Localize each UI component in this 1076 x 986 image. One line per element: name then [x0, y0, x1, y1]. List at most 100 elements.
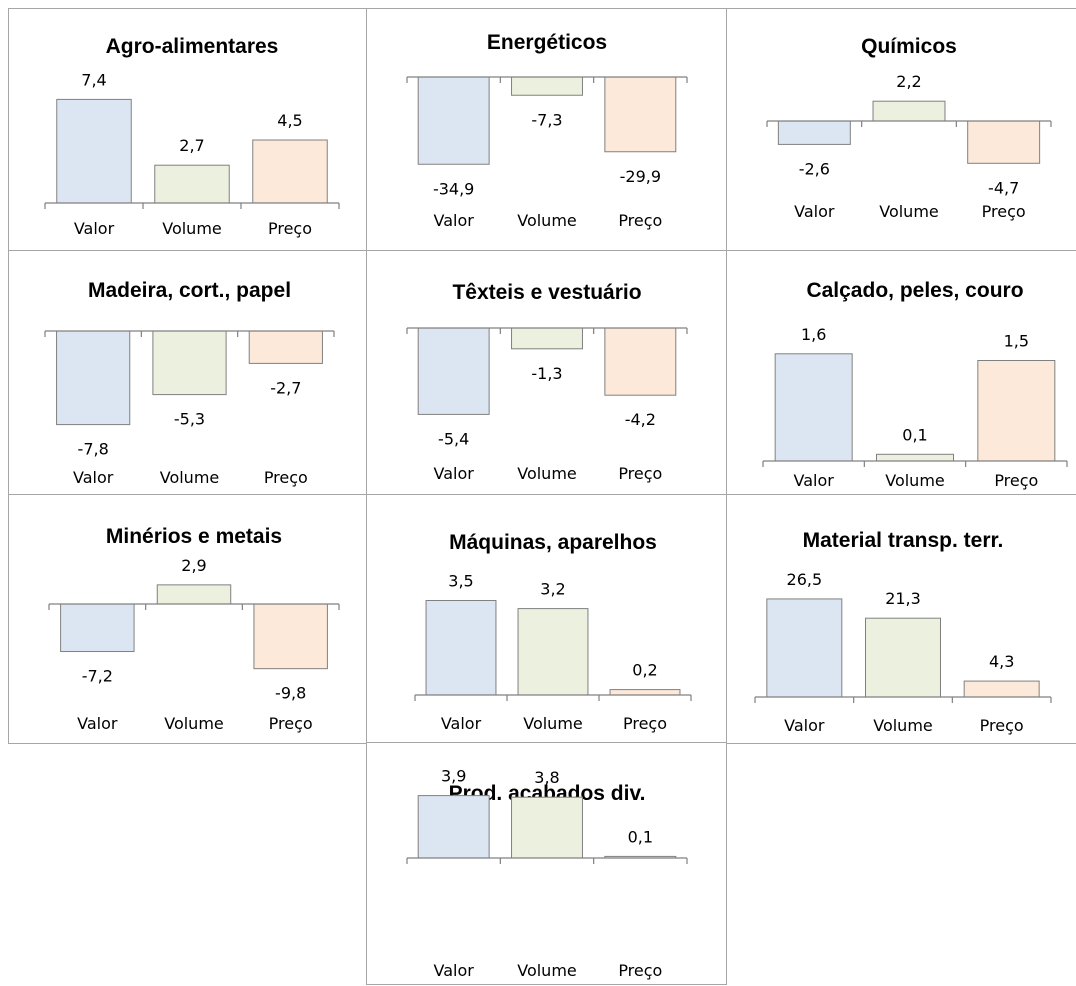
bar-preco — [967, 120, 1041, 164]
chart-svg: Têxteis e vestuário -5,4 Valor -1,3 Volume -4… — [406, 281, 688, 483]
chart-panel: Madeira, cort., papel -7,8 Valor -5,3 Volume… — [8, 250, 369, 496]
chart-title: Têxteis e vestuário — [452, 281, 641, 304]
bar-valor — [766, 598, 843, 698]
bar-volume — [865, 617, 941, 698]
data-label-preco: 0,1 — [628, 827, 653, 846]
data-label-volume: 3,2 — [540, 580, 565, 599]
category-label-volume: Volume — [873, 716, 933, 735]
category-label-valor: Valor — [434, 464, 475, 483]
bar-volume — [875, 453, 955, 462]
data-label-volume: -1,3 — [531, 364, 562, 383]
chart-svg: Químicos -2,6 Valor 2,2 Volume -4,7 Preço — [766, 35, 1052, 221]
category-label-preco: Preço — [980, 716, 1024, 735]
data-label-preco: -2,7 — [270, 378, 301, 397]
data-label-preco: -29,9 — [620, 167, 661, 186]
bar-preco — [248, 330, 323, 364]
category-label-preco: Preço — [618, 464, 662, 483]
bar-preco — [609, 689, 681, 696]
data-label-valor: 7,4 — [81, 70, 106, 89]
bar-volume — [511, 327, 583, 350]
category-label-volume: Volume — [160, 468, 220, 487]
category-label-preco: Preço — [268, 219, 312, 238]
category-label-valor: Valor — [434, 961, 475, 980]
data-label-volume: 2,7 — [179, 136, 204, 155]
bar-valor — [777, 120, 851, 145]
chart-panel: Prod. acabados div. 3,9 Valor 3,8 Volume 0,1 P… — [366, 742, 727, 985]
chart-panel: Químicos -2,6 Valor 2,2 Volume -4,7 Preço — [726, 8, 1076, 252]
bar-valor — [417, 795, 490, 859]
category-label-valor: Valor — [794, 471, 835, 490]
chart-svg: Madeira, cort., papel -7,8 Valor -5,3 Volume… — [44, 279, 335, 487]
data-label-preco: 4,3 — [989, 652, 1014, 671]
data-label-preco: 4,5 — [277, 111, 302, 130]
chart-panel: Agro-alimentares 7,4 Valor 2,7 Volume 4,5 Preç… — [8, 8, 369, 252]
bar-valor — [425, 600, 497, 696]
category-label-preco: Preço — [618, 211, 662, 230]
bar-preco — [977, 360, 1056, 462]
data-label-valor: 26,5 — [787, 570, 823, 589]
bar-preco — [253, 603, 328, 670]
category-label-valor: Valor — [73, 468, 114, 487]
bar-volume — [517, 608, 589, 696]
category-label-volume: Volume — [162, 219, 222, 238]
chart-svg: Minérios e metais -7,2 Valor 2,9 Volume -9,8 P… — [48, 525, 340, 733]
bar-volume — [152, 330, 227, 396]
category-label-volume: Volume — [517, 961, 577, 980]
category-label-valor: Valor — [77, 714, 118, 733]
chart-svg: Material transp. terr. 26,5 Valor 21,3 Volum… — [754, 529, 1052, 735]
data-label-preco: -4,7 — [988, 178, 1019, 197]
data-label-preco: -9,8 — [275, 684, 306, 703]
bar-volume — [511, 76, 583, 96]
chart-panel: Minérios e metais -7,2 Valor 2,9 Volume -9,8 P… — [8, 494, 369, 744]
data-label-valor: -5,4 — [438, 429, 469, 448]
chart-panel: Máquinas, aparelhos 3,5 Valor 3,2 Volume 0,2 P… — [366, 494, 727, 744]
bar-preco — [604, 327, 677, 396]
category-label-preco: Preço — [269, 714, 313, 733]
data-label-volume: 2,2 — [896, 72, 921, 91]
bar-volume — [154, 164, 230, 204]
bar-valor — [60, 603, 135, 653]
chart-title: Calçado, peles, couro — [806, 279, 1023, 302]
bar-valor — [56, 98, 132, 204]
chart-title: Material transp. terr. — [803, 529, 1004, 552]
chart-title: Madeira, cort., papel — [88, 279, 291, 302]
bar-preco — [604, 76, 677, 153]
category-label-volume: Volume — [523, 714, 583, 733]
bar-volume — [511, 796, 583, 859]
data-label-preco: 0,2 — [632, 661, 657, 680]
chart-panel: Energéticos -34,9 Valor -7,3 Volume -29,9 Preç… — [366, 8, 727, 252]
data-label-volume: 21,3 — [885, 589, 921, 608]
category-label-volume: Volume — [885, 471, 945, 490]
chart-panel: Material transp. terr. 26,5 Valor 21,3 Volum… — [726, 494, 1076, 744]
data-label-volume: 3,8 — [534, 768, 559, 787]
category-label-preco: Preço — [982, 202, 1026, 221]
bar-valor — [774, 353, 853, 462]
chart-panel: Calçado, peles, couro 1,6 Valor 0,1 Volume 1,… — [726, 250, 1076, 496]
category-label-volume: Volume — [879, 202, 939, 221]
data-label-volume: -5,3 — [174, 410, 205, 429]
category-label-valor: Valor — [434, 211, 475, 230]
data-label-valor: -34,9 — [433, 179, 474, 198]
data-label-valor: -2,6 — [799, 159, 830, 178]
data-label-valor: 3,5 — [448, 572, 473, 591]
chart-title: Minérios e metais — [106, 525, 282, 548]
data-label-preco: -4,2 — [625, 410, 656, 429]
bar-volume — [872, 100, 946, 122]
chart-title: Químicos — [861, 35, 957, 58]
category-label-valor: Valor — [794, 202, 835, 221]
category-label-preco: Preço — [618, 961, 662, 980]
data-label-volume: 0,1 — [902, 425, 927, 444]
category-label-volume: Volume — [517, 464, 577, 483]
category-label-preco: Preço — [623, 714, 667, 733]
data-label-volume: 2,9 — [181, 556, 206, 575]
chart-title: Agro-alimentares — [106, 35, 279, 58]
category-label-valor: Valor — [74, 219, 115, 238]
data-label-valor: 1,6 — [801, 325, 826, 344]
bar-valor — [56, 330, 131, 426]
chart-svg: Máquinas, aparelhos 3,5 Valor 3,2 Volume 0,2 P… — [414, 531, 692, 733]
data-label-preco: 1,5 — [1004, 332, 1029, 351]
data-label-valor: 3,9 — [441, 767, 466, 786]
category-label-preco: Preço — [264, 468, 308, 487]
